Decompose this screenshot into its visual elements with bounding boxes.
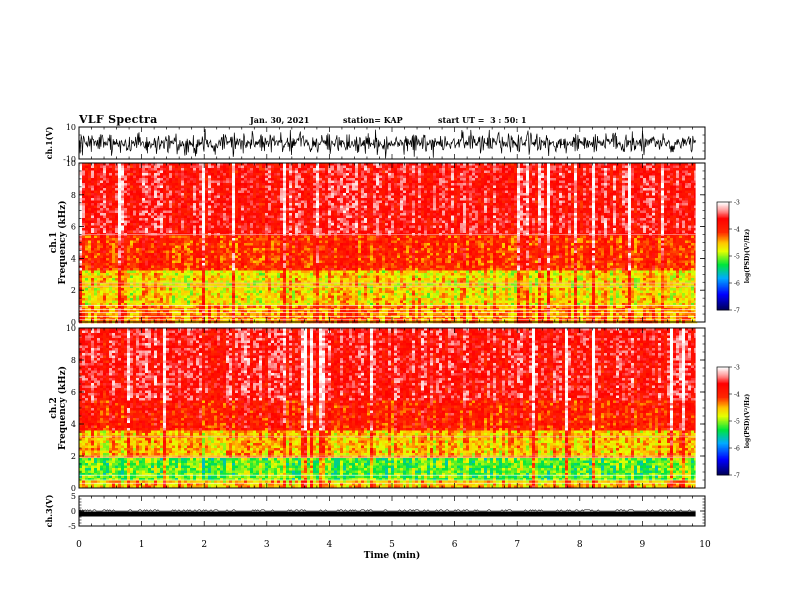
y-tick-label: 4 (71, 254, 76, 263)
ch3-waveform-panel (79, 510, 696, 517)
x-tick-label: 0 (76, 540, 82, 550)
colorbar-label: log(PSD)(V²/Hz) (744, 394, 751, 449)
y-tick-label: 4 (71, 420, 76, 429)
ch3-waveform-spikes (79, 510, 696, 511)
colorbar-tick-label: -7 (734, 308, 740, 315)
ch1-waveform-panel (79, 129, 696, 158)
y-axis-label-frequency: Frequency (kHz) (57, 200, 68, 284)
y-axis-label: ch.2 Frequency (kHz) (49, 366, 68, 450)
x-tick-label: 3 (264, 540, 270, 550)
y-axis-label-text: ch.3(V) (44, 494, 54, 527)
colorbar-tick-label: -5 (734, 254, 740, 261)
y-tick-label: 8 (71, 356, 76, 365)
ch2-spectrogram-panel (79, 328, 705, 488)
ch3-waveform-line (79, 512, 696, 517)
y-tick-label: 8 (71, 191, 76, 200)
y-tick-label: 10 (66, 159, 76, 168)
x-tick-label: 9 (640, 540, 646, 550)
y-axis-label: ch.1 Frequency (kHz) (49, 200, 68, 284)
colorbar-tick-label: -4 (734, 227, 740, 234)
vlf-figure: 10-10ch.1(V)0246810ch.1 Frequency (kHz)02… (0, 0, 792, 612)
y-tick-label: 10 (66, 123, 76, 132)
y-axis-label-text: ch.1(V) (44, 126, 54, 159)
colorbar-tick-label: -7 (734, 473, 740, 480)
y-tick-label: 6 (71, 388, 76, 397)
y-axis-label: ch.3(V) (44, 494, 54, 527)
x-tick-label: 5 (389, 540, 395, 550)
y-tick-label: 2 (71, 286, 76, 295)
y-tick-label: 5 (71, 492, 76, 501)
colorbar-label: log(PSD)(V²/Hz) (744, 229, 751, 284)
colorbar-tick-label: -3 (734, 200, 740, 207)
colorbar-tick-label: -6 (734, 281, 740, 288)
ch1-waveform-line (79, 129, 696, 158)
colorbar-label-text: log(PSD)(V²/Hz) (744, 229, 751, 284)
y-tick-label: 10 (66, 324, 76, 333)
y-axis-label: ch.1(V) (44, 126, 54, 159)
colorbars-layer: -3 -4 -5 -6 -7 log(PSD)(V²/Hz) -3 -4 -5 -6 -7 log(P… (717, 200, 751, 480)
colorbar-label-text: log(PSD)(V²/Hz) (744, 394, 751, 449)
x-tick-label: 8 (577, 540, 583, 550)
y-tick-label: -5 (68, 522, 76, 531)
spectrogram-cells (79, 328, 697, 488)
colorbar-tick-label: -4 (734, 392, 740, 399)
colorbar-tick-label: -5 (734, 419, 740, 426)
ch1-spectrogram-panel (79, 163, 705, 323)
x-tick-label: 6 (452, 540, 458, 550)
y-tick-label: 0 (71, 507, 76, 516)
x-tick-label: 4 (327, 540, 333, 550)
x-tick-label: 1 (139, 540, 145, 550)
y-tick-label: 2 (71, 452, 76, 461)
spectrogram-cells (79, 163, 697, 323)
colorbar-tick-label: -3 (734, 365, 740, 372)
x-tick-label: 7 (514, 540, 520, 550)
colorbar-tick-label: -6 (734, 446, 740, 453)
x-axis-label: Time (min) (364, 550, 421, 561)
x-tick-label: 10 (699, 540, 711, 550)
y-tick-label: 6 (71, 223, 76, 232)
x-tick-label: 2 (201, 540, 207, 550)
y-axis-label-frequency: Frequency (kHz) (57, 366, 68, 450)
